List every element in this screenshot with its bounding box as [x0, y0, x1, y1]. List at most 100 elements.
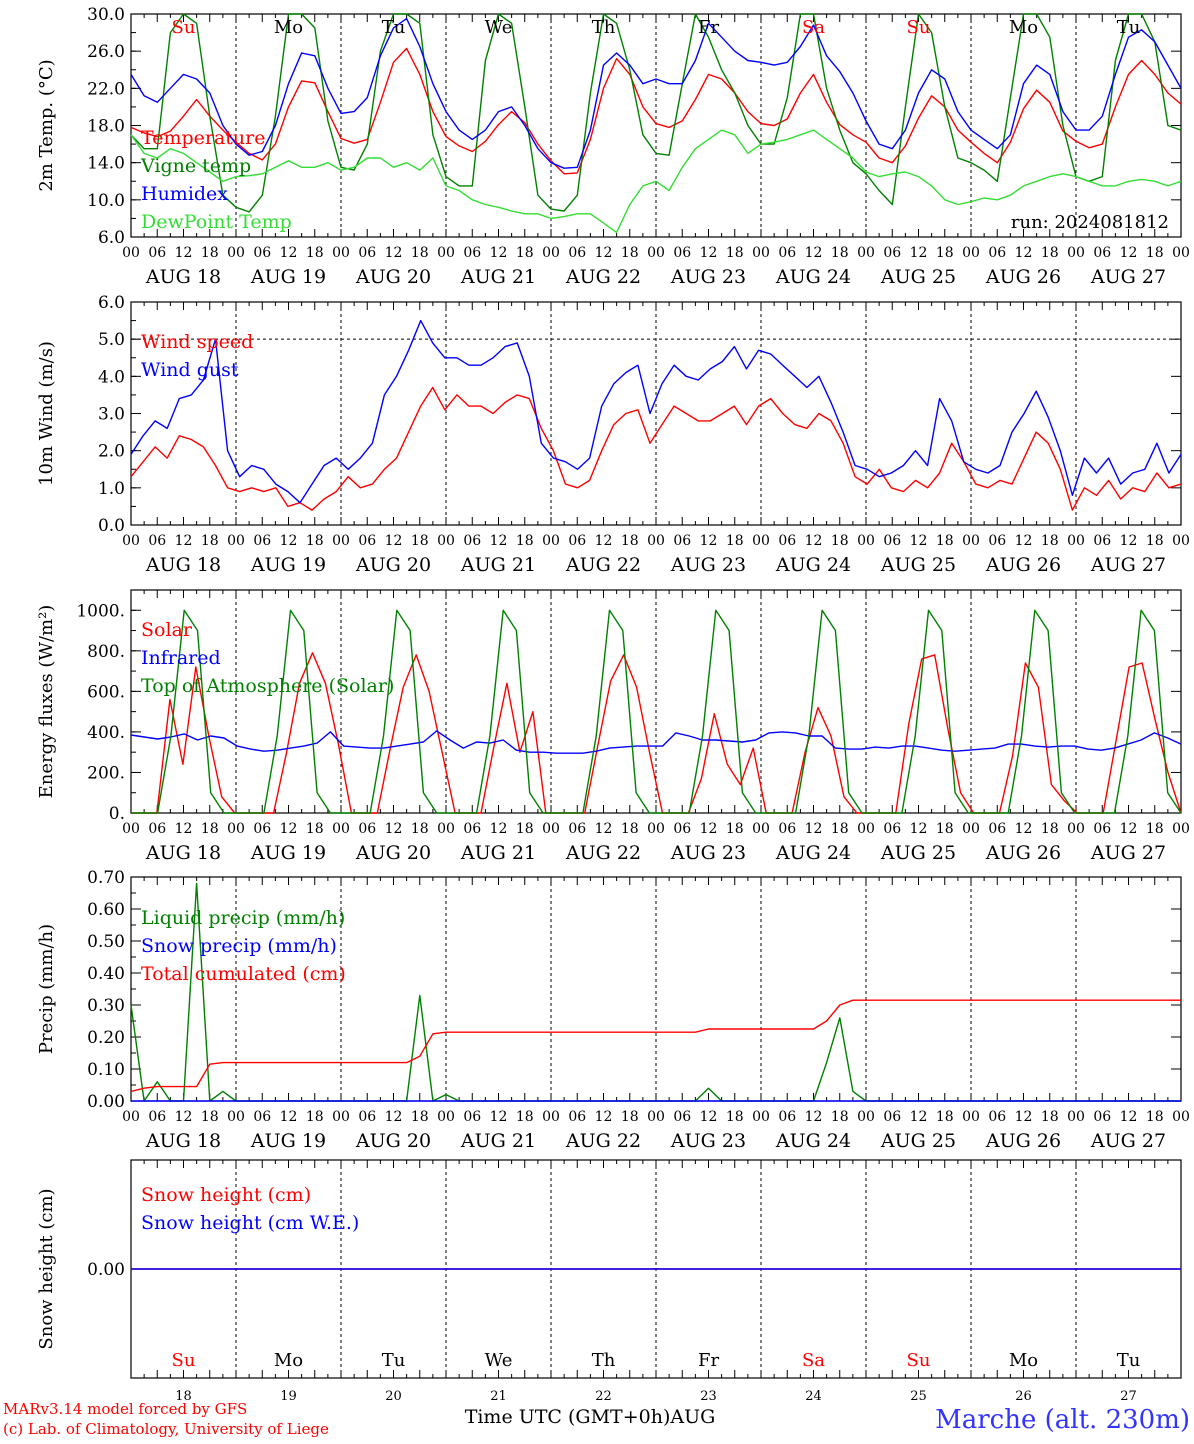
y-tick-label: 0.	[109, 804, 125, 824]
x-hour-label: 06	[253, 821, 271, 837]
y-axis-title: Energy fluxes (W/m²)	[36, 605, 57, 799]
x-hour-label: 12	[490, 245, 508, 261]
x-hour-label: 06	[1093, 1109, 1111, 1125]
series-line-top-of-atmosphere-solar-	[131, 609, 1182, 814]
x-date-day: 21	[506, 842, 536, 864]
series-line-dewpoint-temp	[130, 129, 1182, 234]
x-hour-label: 18	[201, 245, 219, 261]
bottom-day-number: 22	[595, 1389, 612, 1404]
weekday-label: Tu	[1117, 17, 1141, 38]
x-hour-label: 12	[490, 1109, 508, 1125]
x-hour-label: 00	[332, 245, 350, 261]
x-hour-label: 06	[1093, 533, 1111, 549]
series-line-temperature	[130, 47, 1182, 175]
x-hour-label: 12	[910, 245, 928, 261]
x-hour-label: 12	[490, 533, 508, 549]
x-hour-label: 18	[1041, 1109, 1059, 1125]
legend-entry: Wind speed	[141, 331, 253, 353]
x-date-month: AUG	[460, 554, 506, 576]
bottom-day-number: 21	[490, 1389, 507, 1404]
x-hour-label: 12	[385, 533, 403, 549]
x-hour-label: 12	[595, 245, 613, 261]
x-date-day: 26	[1031, 842, 1061, 864]
x-date-label: AUG 18	[145, 266, 221, 288]
x-hour-label: 06	[358, 533, 376, 549]
x-date-month: AUG	[880, 266, 926, 288]
legend-entry: Vigne temp	[140, 155, 251, 177]
x-hour-label: 00	[227, 245, 245, 261]
series-line-solar	[131, 652, 1182, 814]
y-tick-label: 30.0	[87, 5, 125, 25]
chart-panel-5	[130, 1159, 1182, 1379]
x-hour-label: 12	[595, 821, 613, 837]
x-hour-label: 12	[490, 821, 508, 837]
x-date-day: 21	[506, 266, 536, 288]
y-tick-label: 0.00	[87, 1260, 125, 1280]
x-hour-label: 00	[542, 245, 560, 261]
x-hour-label: 12	[700, 245, 718, 261]
x-hour-label: 12	[700, 533, 718, 549]
y-tick-label: 10.0	[87, 191, 125, 211]
x-date-day: 27	[1136, 1130, 1166, 1152]
x-date-month: AUG	[145, 842, 191, 864]
x-hour-label: 18	[516, 821, 534, 837]
x-date-day: 22	[611, 266, 641, 288]
x-hour-label: 06	[358, 1109, 376, 1125]
x-hour-label: 12	[1120, 245, 1138, 261]
x-date-month: AUG	[460, 842, 506, 864]
x-hour-label: 06	[988, 245, 1006, 261]
x-hour-label: 18	[411, 821, 429, 837]
x-date-day: 27	[1136, 266, 1166, 288]
legend-entry: Snow height (cm)	[141, 1184, 311, 1206]
x-hour-label: 18	[621, 245, 639, 261]
x-hour-label: 12	[175, 245, 193, 261]
weekday-label: Th	[592, 17, 616, 38]
x-axis-title: Time UTC (GMT+0h)AUG	[465, 1406, 716, 1428]
x-date-label: AUG 27	[1090, 554, 1166, 576]
x-date-day: 23	[716, 1130, 746, 1152]
x-date-label: AUG 20	[355, 266, 431, 288]
x-hour-label: 18	[306, 245, 324, 261]
x-hour-label: 18	[201, 821, 219, 837]
weekday-label: Su	[172, 1350, 196, 1371]
y-tick-label: 18.0	[87, 117, 125, 137]
x-hour-label: 00	[1067, 1109, 1085, 1125]
y-tick-label: 0.70	[87, 868, 125, 888]
x-hour-label: 12	[280, 1109, 298, 1125]
x-date-day: 25	[926, 266, 956, 288]
y-tick-label: 6.0	[98, 228, 125, 248]
x-date-day: 21	[506, 1130, 536, 1152]
chart-panel-1	[130, 13, 1182, 238]
chart-panel-2	[130, 301, 1182, 526]
x-date-day: 20	[401, 554, 431, 576]
x-date-label: AUG 18	[145, 842, 221, 864]
x-hour-label: 00	[962, 821, 980, 837]
x-hour-label: 12	[700, 821, 718, 837]
y-tick-label: 0.10	[87, 1060, 125, 1080]
x-date-label: AUG 23	[670, 1130, 746, 1152]
x-hour-label: 18	[1041, 533, 1059, 549]
x-date-month: AUG	[670, 1130, 716, 1152]
x-hour-label: 06	[1093, 821, 1111, 837]
bottom-day-number: 18	[175, 1389, 192, 1404]
weekday-label: Su	[907, 17, 931, 38]
legend-entry: Humidex	[141, 183, 228, 205]
x-date-day: 26	[1031, 554, 1061, 576]
weekday-label: Sa	[802, 17, 825, 38]
x-hour-label: 00	[122, 245, 140, 261]
x-hour-label: 00	[647, 245, 665, 261]
x-hour-label: 12	[1015, 245, 1033, 261]
x-hour-label: 00	[542, 821, 560, 837]
x-hour-label: 00	[1172, 533, 1190, 549]
x-hour-label: 00	[1067, 821, 1085, 837]
bottom-day-number: 23	[700, 1389, 717, 1404]
x-hour-label: 18	[621, 821, 639, 837]
x-hour-label: 12	[1120, 1109, 1138, 1125]
x-date-day: 22	[611, 554, 641, 576]
y-tick-label: 200.	[87, 763, 125, 783]
x-hour-label: 06	[568, 1109, 586, 1125]
x-hour-label: 18	[516, 533, 534, 549]
x-hour-label: 18	[621, 533, 639, 549]
x-date-label: AUG 18	[145, 554, 221, 576]
